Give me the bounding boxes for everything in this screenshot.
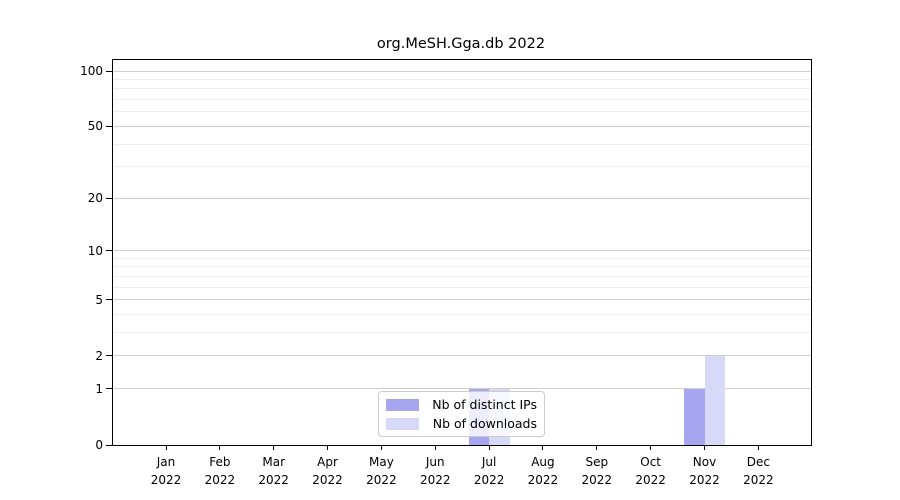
legend-item: Nb of distinct IPs bbox=[386, 397, 537, 412]
x-tick-label-line: Jul bbox=[481, 455, 497, 469]
legend-swatch bbox=[386, 417, 419, 430]
x-tick-label-line: 2022 bbox=[581, 473, 613, 487]
y-gridline-minor bbox=[113, 78, 811, 80]
x-tick-label-line: 2022 bbox=[689, 473, 720, 487]
y-tick bbox=[106, 444, 112, 446]
x-tick-label-line: 2022 bbox=[635, 473, 666, 487]
x-tick-label-line: Jan bbox=[156, 455, 176, 469]
y-gridline-major bbox=[113, 388, 811, 390]
x-tick bbox=[327, 445, 329, 450]
x-tick-label-line: 2022 bbox=[312, 473, 343, 487]
x-tick-label-line: May bbox=[368, 455, 394, 469]
x-tick-label: Sep 2022 bbox=[567, 453, 627, 489]
y-tick-label: 1 bbox=[95, 381, 103, 396]
x-tick-label-line: 2022 bbox=[473, 473, 505, 487]
y-gridline-major bbox=[113, 299, 811, 301]
x-tick bbox=[273, 445, 275, 450]
x-tick-label: Jun 2022 bbox=[405, 453, 465, 489]
x-tick-label: Oct 2022 bbox=[621, 453, 681, 489]
x-tick-label: May 2022 bbox=[351, 453, 411, 489]
x-tick-label-line: 2022 bbox=[366, 473, 397, 487]
y-gridline-minor bbox=[113, 111, 811, 113]
y-tick-label: 50 bbox=[87, 119, 103, 134]
y-tick bbox=[106, 70, 112, 72]
x-tick-label: Feb 2022 bbox=[190, 453, 250, 489]
x-tick-label: Dec 2022 bbox=[728, 453, 788, 489]
x-tick bbox=[542, 445, 544, 450]
y-gridline-minor bbox=[113, 88, 811, 90]
y-tick-label: 100 bbox=[80, 64, 103, 78]
y-gridline-major bbox=[113, 197, 811, 199]
y-gridline-minor bbox=[113, 266, 811, 268]
x-tick bbox=[704, 445, 705, 450]
x-tick-label-line: Nov bbox=[692, 455, 717, 469]
x-tick-label: Apr 2022 bbox=[298, 453, 358, 489]
x-tick-label-line: 2022 bbox=[527, 473, 559, 487]
legend: Nb of distinct IPs Nb of downloads bbox=[378, 391, 545, 437]
x-tick bbox=[757, 445, 759, 450]
plot-area: 0 1 2 5 10 20 50 100 Jan 2022 Feb 2022 Mar 2022 Apr 202… bbox=[80, 59, 812, 487]
y-gridline-minor bbox=[113, 166, 811, 168]
x-tick-label-line: 2022 bbox=[258, 473, 289, 487]
y-gridline-minor bbox=[113, 276, 811, 277]
legend-label: Nb of downloads bbox=[432, 416, 537, 431]
x-tick-label-line: 2022 bbox=[743, 473, 774, 487]
x-tick-label: Nov 2022 bbox=[675, 453, 735, 489]
y-gridline-minor bbox=[113, 143, 811, 145]
y-tick-label: 5 bbox=[95, 292, 103, 307]
y-gridline-minor bbox=[113, 314, 811, 316]
y-gridline-major bbox=[113, 125, 811, 127]
x-tick bbox=[488, 445, 490, 450]
x-tick bbox=[165, 445, 167, 450]
x-tick-label: Jan 2022 bbox=[136, 453, 196, 489]
y-tick bbox=[106, 299, 112, 301]
bar-distinct-ips bbox=[684, 388, 705, 445]
y-tick-label: 2 bbox=[95, 348, 103, 363]
y-tick bbox=[106, 125, 112, 127]
x-tick-label-line: 2022 bbox=[150, 473, 182, 487]
y-gridline-major bbox=[113, 355, 811, 357]
y-gridline-minor bbox=[113, 286, 811, 288]
x-tick-label-line: Dec bbox=[746, 455, 770, 469]
x-tick-label-line: Jun bbox=[425, 455, 445, 469]
y-tick bbox=[106, 355, 112, 357]
y-gridline-major bbox=[113, 70, 811, 72]
y-gridline-major bbox=[113, 250, 811, 252]
x-tick bbox=[596, 445, 598, 450]
y-tick bbox=[106, 388, 112, 390]
y-gridline-minor bbox=[113, 332, 811, 334]
y-gridline-minor bbox=[113, 257, 811, 259]
x-tick-label-line: Feb bbox=[209, 455, 231, 469]
y-tick-label: 20 bbox=[87, 191, 103, 206]
x-tick-label: Aug 2022 bbox=[513, 453, 573, 489]
x-tick-label-line: Sep bbox=[585, 455, 609, 469]
x-tick-label: Mar 2022 bbox=[244, 453, 304, 489]
y-tick-label: 10 bbox=[87, 243, 103, 258]
legend-label: Nb of distinct IPs bbox=[432, 397, 537, 412]
x-tick-label-line: Apr bbox=[317, 455, 338, 469]
x-tick bbox=[650, 445, 652, 450]
x-tick-label-line: 2022 bbox=[419, 473, 451, 487]
x-tick-label-line: Oct bbox=[640, 455, 662, 469]
x-tick-label-line: Aug bbox=[531, 455, 555, 469]
legend-swatch bbox=[386, 398, 419, 411]
legend-item: Nb of downloads bbox=[386, 416, 537, 431]
y-gridline-minor bbox=[113, 99, 811, 101]
chart-title: org.MeSH.Gga.db 2022 bbox=[376, 36, 546, 52]
y-tick bbox=[106, 250, 112, 252]
x-tick bbox=[434, 445, 436, 450]
x-tick bbox=[380, 445, 382, 450]
bar-downloads bbox=[704, 355, 725, 445]
x-tick bbox=[219, 445, 221, 450]
x-tick-label: Jul 2022 bbox=[459, 453, 519, 489]
x-tick-label-line: 2022 bbox=[204, 473, 236, 487]
y-tick-label: 0 bbox=[95, 438, 103, 452]
y-tick bbox=[106, 197, 112, 199]
x-tick-label-line: Mar bbox=[262, 455, 285, 469]
